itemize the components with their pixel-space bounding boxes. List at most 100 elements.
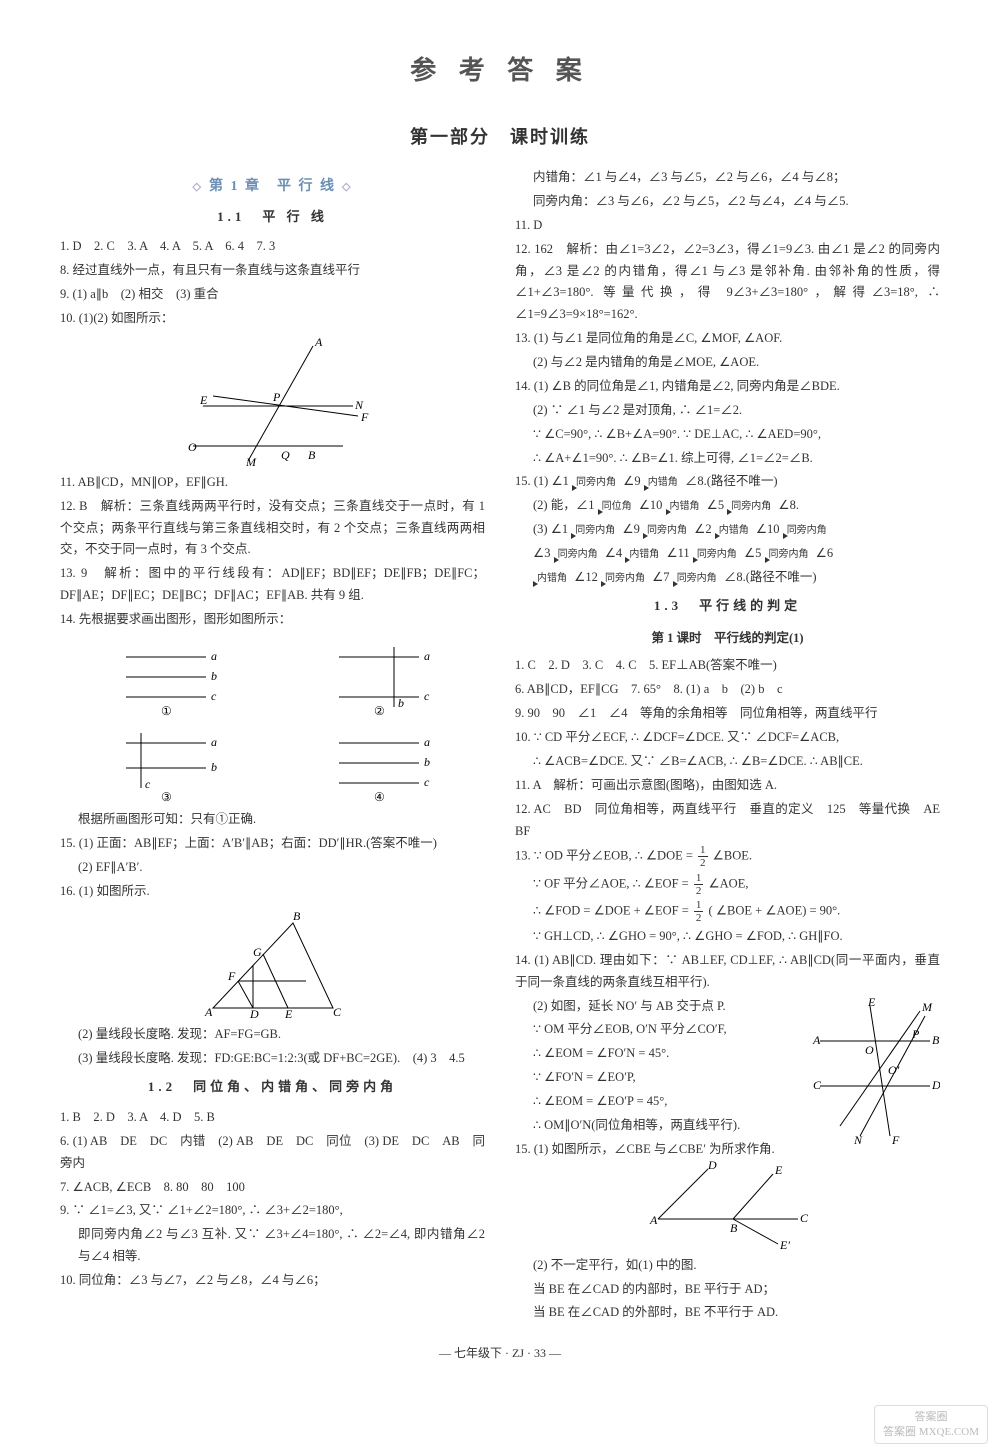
figure-3: a b c ③ bbox=[111, 723, 221, 803]
svg-text:②: ② bbox=[374, 704, 385, 717]
ans-line: 6. (1) AB DE DC 内错 (2) AB DE DC 同位 (3) D… bbox=[60, 1131, 485, 1175]
ans-line: (2) 不一定平行，如(1) 中的图. bbox=[515, 1255, 940, 1277]
ans-line: 13. 9 解析：图中的平行线段有：AD∥EF；BD∥EF；DE∥FB；DE∥F… bbox=[60, 563, 485, 607]
svg-text:b: b bbox=[424, 755, 430, 769]
svg-text:a: a bbox=[424, 735, 430, 749]
ans-line: 9. (1) a∥b (2) 相交 (3) 重合 bbox=[60, 284, 485, 306]
figure-4: a b c ④ bbox=[324, 723, 434, 803]
ans-line: 当 BE 在∠CAD 的内部时，BE 平行于 AD； bbox=[515, 1279, 940, 1301]
svg-text:E: E bbox=[199, 393, 208, 407]
ans-line: 11. D bbox=[515, 215, 940, 237]
ans-line-frac: ∵ OF 平分∠AOE, ∴ ∠EOF = 12 ∠AOE, bbox=[515, 872, 940, 897]
ans-line-15-3c: 内错角 ∠12 同旁内角 ∠7 同旁内角 ∠8.(路径不唯一) bbox=[515, 567, 940, 589]
ans-line: 10. 同位角：∠3 与∠7，∠2 与∠8，∠4 与∠6； bbox=[60, 1270, 485, 1292]
svg-text:P: P bbox=[911, 1027, 920, 1041]
ans-line: 14. (1) AB∥CD. 理由如下：∵ AB⊥EF, CD⊥EF, ∴ AB… bbox=[515, 950, 940, 994]
ans-line: 10. ∵ CD 平分∠ECF, ∴ ∠DCF=∠DCE. 又∵ ∠DCF=∠A… bbox=[515, 727, 940, 749]
section-1-1-heading: 1.1 平 行 线 bbox=[60, 206, 485, 229]
svg-text:a: a bbox=[424, 649, 430, 663]
ans-line: ∴ ∠EOM = ∠EO′P = 45°, bbox=[515, 1091, 802, 1113]
ans-line: 8. 经过直线外一点，有且只有一条直线与这条直线平行 bbox=[60, 260, 485, 282]
page-footer: — 七年级下 · ZJ · 33 — bbox=[60, 1344, 940, 1361]
ans-line-15-1: 15. (1) ∠1 同旁内角 ∠9 内错角 ∠8.(路径不唯一) bbox=[515, 471, 940, 493]
ans-line: 10. (1)(2) 如图所示： bbox=[60, 308, 485, 330]
ans-line: 11. AB∥CD，MN∥OP，EF∥GH. bbox=[60, 472, 485, 494]
left-column: 第 1 章 平 行 线 1.1 平 行 线 1. D 2. C 3. A 4. … bbox=[60, 167, 485, 1326]
svg-text:P: P bbox=[272, 390, 281, 404]
ans-line-frac: 13. ∵ OD 平分∠EOB, ∴ ∠DOE = 12 ∠BOE. bbox=[515, 844, 940, 869]
svg-text:c: c bbox=[145, 777, 151, 791]
ans-line: ∵ ∠C=90°, ∴ ∠B+∠A=90°. ∵ DE⊥AC, ∴ ∠AED=9… bbox=[515, 424, 940, 446]
svg-text:a: a bbox=[211, 735, 217, 749]
svg-text:A: A bbox=[314, 336, 323, 349]
svg-text:G: G bbox=[253, 945, 262, 959]
main-title: 参 考 答 案 bbox=[60, 40, 940, 117]
svg-text:a: a bbox=[211, 649, 217, 663]
svg-text:C: C bbox=[333, 1005, 342, 1018]
svg-text:M: M bbox=[921, 1000, 933, 1014]
svg-text:b: b bbox=[211, 669, 217, 683]
svg-text:F: F bbox=[227, 969, 236, 983]
page: 参 考 答 案 第一部分 课时训练 第 1 章 平 行 线 1.1 平 行 线 … bbox=[0, 0, 1000, 1454]
ans-line: (2) EF∥A′B′. bbox=[60, 857, 485, 879]
ans-line: 即同旁内角∠2 与∠3 互补. 又∵ ∠3+∠4=180°, ∴ ∠2=∠4, … bbox=[60, 1224, 485, 1268]
figure-angle-cbe: A B C D E E′ bbox=[638, 1159, 818, 1249]
svg-text:④: ④ bbox=[374, 790, 385, 803]
ans-line: ∴ OM∥O′N(同位角相等，两直线平行). bbox=[515, 1115, 802, 1137]
ans-line: 15. (1) 正面：AB∥EF；上面：A′B′∥AB；右面：DD′∥HR.(答… bbox=[60, 833, 485, 855]
q14-row: (2) 如图，延长 NO′ 与 AB 交于点 P. ∵ OM 平分∠EOB, O… bbox=[515, 996, 940, 1163]
svg-text:E′: E′ bbox=[779, 1238, 790, 1249]
ans-line: 1. D 2. C 3. A 4. A 5. A 6. 4 7. 3 bbox=[60, 236, 485, 258]
svg-text:b: b bbox=[398, 696, 404, 710]
ans-line: 14. 先根据要求画出图形，图形如图所示： bbox=[60, 609, 485, 631]
svg-text:O: O bbox=[865, 1043, 874, 1057]
svg-text:c: c bbox=[424, 689, 430, 703]
figure-group-1: a b c ① a c b ② bbox=[60, 637, 485, 717]
svg-text:C: C bbox=[813, 1078, 822, 1092]
figure-triangle: A D E C F G B bbox=[193, 908, 353, 1018]
svg-text:M: M bbox=[245, 455, 257, 466]
ans-line: 12. B 解析：三条直线两两平行时，没有交点；三条直线交于一点时，有 1 个交… bbox=[60, 496, 485, 562]
ans-line-15-2: (2) 能，∠1 同位角 ∠10 内错角 ∠5 同旁内角 ∠8. bbox=[515, 495, 940, 517]
ans-line: 当 BE 在∠CAD 的外部时，BE 不平行于 AD. bbox=[515, 1302, 940, 1324]
right-column: 内错角：∠1 与∠4，∠3 与∠5，∠2 与∠6，∠4 与∠8； 同旁内角：∠3… bbox=[515, 167, 940, 1326]
subsection-1-3-1-heading: 第 1 课时 平行线的判定(1) bbox=[515, 628, 940, 650]
figure-1: a b c ① bbox=[111, 637, 221, 717]
svg-text:A: A bbox=[204, 1005, 213, 1018]
chapter-1-heading: 第 1 章 平 行 线 bbox=[60, 175, 485, 200]
ans-line-15-3b: ∠3 同旁内角 ∠4 内错角 ∠11 同旁内角 ∠5 同旁内角 ∠6 bbox=[515, 543, 940, 565]
ans-line: 根据所画图形可知：只有①正确. bbox=[60, 809, 485, 831]
svg-text:B: B bbox=[932, 1033, 940, 1047]
svg-text:E: E bbox=[774, 1163, 783, 1177]
svg-text:B: B bbox=[308, 448, 316, 462]
ans-line-frac: ∴ ∠FOD = ∠DOE + ∠EOF = 12 ( ∠BOE + ∠AOE)… bbox=[515, 899, 940, 924]
ans-line: 9. 90 90 ∠1 ∠4 等角的余角相等 同位角相等，两直线平行 bbox=[515, 703, 940, 725]
ans-line: ∵ ∠FO′N = ∠EO′P, bbox=[515, 1067, 802, 1089]
ans-line: 13. (1) 与∠1 是同位角的角是∠C, ∠MOF, ∠AOF. bbox=[515, 328, 940, 350]
watermark-url: 答案圈 MXQE.COM bbox=[883, 1425, 979, 1439]
ans-line: (2) 与∠2 是内错角的角是∠MOE, ∠AOE. bbox=[515, 352, 940, 374]
ans-line: 14. (1) ∠B 的同位角是∠1, 内错角是∠2, 同旁内角是∠BDE. bbox=[515, 376, 940, 398]
ans-line: (3) 量线段长度略. 发现：FD:GE:BC=1:2:3(或 DF+BC=2G… bbox=[60, 1048, 485, 1070]
figure-parallel-construction: A N F E P O Q B M bbox=[173, 336, 373, 466]
ans-line: (2) 如图，延长 NO′ 与 AB 交于点 P. bbox=[515, 996, 802, 1018]
svg-text:F: F bbox=[360, 410, 369, 424]
svg-text:A: A bbox=[649, 1213, 658, 1227]
ans-line: (2) ∵ ∠1 与∠2 是对顶角, ∴ ∠1=∠2. bbox=[515, 400, 940, 422]
svg-text:A: A bbox=[812, 1033, 821, 1047]
svg-text:C: C bbox=[800, 1211, 809, 1225]
ans-line: 9. ∵ ∠1=∠3, 又∵ ∠1+∠2=180°, ∴ ∠3+∠2=180°, bbox=[60, 1200, 485, 1222]
ans-line: 7. ∠ACB, ∠ECB 8. 80 80 100 bbox=[60, 1177, 485, 1199]
figure-group-2: a b c ③ a b c ④ bbox=[60, 723, 485, 803]
svg-text:D: D bbox=[707, 1159, 717, 1172]
svg-text:D: D bbox=[931, 1078, 940, 1092]
ans-line: 内错角：∠1 与∠4，∠3 与∠5，∠2 与∠6，∠4 与∠8； bbox=[515, 167, 940, 189]
svg-text:N: N bbox=[853, 1133, 863, 1146]
ans-line: ∴ ∠A+∠1=90°. ∴ ∠B=∠1. 综上可得, ∠1=∠2=∠B. bbox=[515, 448, 940, 470]
ans-line: (2) 量线段长度略. 发现：AF=FG=GB. bbox=[60, 1024, 485, 1046]
svg-text:O′: O′ bbox=[888, 1063, 900, 1077]
ans-line: 12. AC BD 同位角相等，两直线平行 垂直的定义 125 等量代换 AE … bbox=[515, 799, 940, 843]
columns: 第 1 章 平 行 线 1.1 平 行 线 1. D 2. C 3. A 4. … bbox=[60, 167, 940, 1326]
ans-line: ∴ ∠EOM = ∠FO′N = 45°. bbox=[515, 1043, 802, 1065]
figure-star-lines: A B C D E M F N O O′ P bbox=[810, 996, 940, 1146]
